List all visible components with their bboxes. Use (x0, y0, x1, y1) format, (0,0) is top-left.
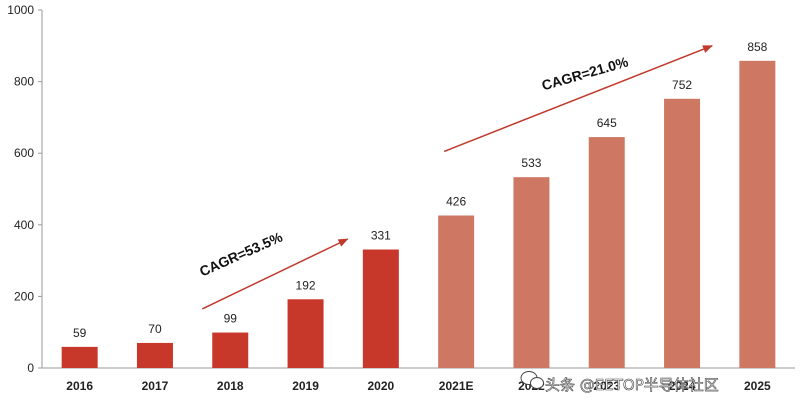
y-tick-label: 1000 (7, 3, 34, 17)
x-tick-label: 2024 (669, 379, 696, 393)
watermark-text: 头条 @EETOP半导体社区 (545, 376, 719, 394)
data-label: 858 (747, 40, 767, 54)
cagr-label: CAGR=21.0% (540, 53, 631, 93)
y-tick-label: 400 (14, 218, 34, 232)
x-tick-label: 2021E (439, 379, 474, 393)
bar (739, 60, 776, 368)
y-axis: 0 200 400 600 800 1000 (7, 3, 43, 375)
x-tick-label: 2018 (217, 379, 244, 393)
bar (438, 215, 475, 368)
x-axis: 201620172018201920202021E202220232024202… (42, 367, 795, 393)
watermark: 头条 @EETOP半导体社区 (520, 371, 719, 394)
wechat-icon (520, 371, 544, 389)
data-label: 426 (446, 194, 466, 208)
x-tick-label: 2020 (367, 379, 394, 393)
data-label: 331 (371, 229, 391, 243)
bar (664, 98, 701, 368)
data-labels: 59 70 99 192 331 426 533 645 752 858 (73, 40, 768, 340)
data-label: 70 (148, 322, 162, 336)
cagr-arrow (443, 45, 713, 153)
y-tick-label: 600 (14, 146, 34, 160)
x-tick-label: 2016 (66, 379, 93, 393)
data-label: 533 (521, 156, 541, 170)
bar (362, 249, 399, 368)
bar (212, 332, 249, 368)
cagr-arrow (201, 238, 349, 310)
bar (513, 177, 550, 368)
data-label: 59 (73, 326, 87, 340)
y-tick-label: 200 (14, 289, 34, 303)
bar (287, 299, 324, 368)
data-label: 752 (672, 78, 692, 92)
data-label: 645 (597, 116, 617, 130)
x-tick-label: 2017 (142, 379, 169, 393)
x-tick-label: 2025 (744, 379, 771, 393)
bars (61, 60, 776, 368)
bar (136, 342, 173, 368)
data-label: 99 (224, 312, 238, 326)
y-tick-label: 0 (27, 361, 34, 375)
x-tick-label: 2023 (593, 379, 620, 393)
bar (588, 137, 625, 368)
bar (61, 346, 98, 368)
cagr-label: CAGR=53.5% (197, 228, 285, 279)
x-tick-label: 2019 (292, 379, 319, 393)
data-label: 192 (296, 278, 316, 292)
y-tick-label: 800 (14, 75, 34, 89)
